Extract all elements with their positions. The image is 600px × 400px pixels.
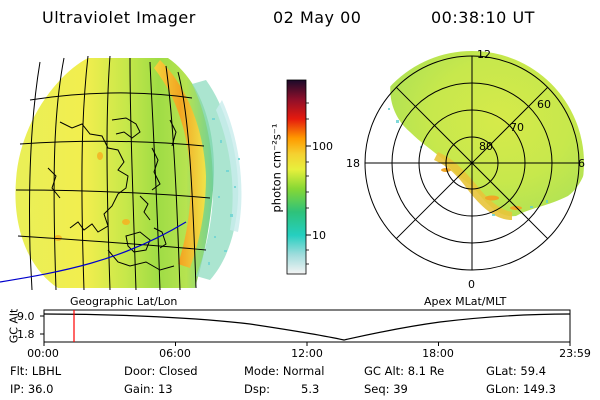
date-label: 02 May 00 — [273, 8, 362, 27]
timeline-ytick-1-8: 1.8 — [17, 328, 35, 341]
mlt-label-0: 0 — [468, 278, 475, 291]
gain-info: Gain: 13 — [124, 382, 173, 396]
oval-edge — [434, 152, 512, 220]
earth-disk — [15, 58, 215, 288]
mlat-label-60: 60 — [537, 98, 551, 111]
geographic-image — [0, 55, 242, 290]
timeline-xtick-1200: 12:00 — [291, 347, 323, 360]
mlat-label-80: 80 — [479, 140, 493, 153]
seq-info: Seq: 39 — [364, 382, 408, 396]
timeline-ytick-9: 9.0 — [17, 310, 35, 323]
timeline-xtick-0600: 06:00 — [159, 347, 191, 360]
timeline-plot — [40, 309, 571, 346]
mode-info: Mode: Normal — [244, 364, 325, 378]
colorbar-scale — [286, 79, 307, 275]
polar-bright-patches — [441, 168, 522, 210]
polar-grid — [364, 55, 580, 271]
timeline-xtick-1800: 18:00 — [422, 347, 454, 360]
filter-info: Flt: LBHL — [10, 364, 62, 378]
parallel-grid — [15, 92, 211, 251]
orbit-track — [0, 221, 187, 283]
dsp-value: 5.3 — [301, 382, 320, 396]
altitude-curve — [43, 313, 571, 341]
auroral-patches — [54, 152, 130, 241]
colorbar-label: photon cm⁻²s⁻¹ — [269, 123, 284, 213]
dayglow-edge — [216, 100, 242, 232]
glon-info: GLon: 149.3 — [486, 382, 556, 396]
mlt-label-6: 6 — [578, 157, 585, 170]
noise-speckle — [208, 118, 240, 265]
left-map-caption: Geographic Lat/Lon — [70, 295, 178, 308]
gc-alt-info: GC Alt: 8.1 Re — [364, 364, 445, 378]
timeline-xtick-2359: 23:59 — [559, 347, 591, 360]
colorbar — [286, 79, 311, 275]
colorbar-tick-100: 100 — [312, 140, 333, 153]
time-label: 00:38:10 UT — [431, 8, 535, 27]
mlt-label-12: 12 — [477, 48, 491, 61]
instrument-title: Ultraviolet Imager — [42, 8, 196, 27]
timeline-xtick-0000: 00:00 — [27, 347, 59, 360]
auroral-oval — [390, 51, 584, 217]
door-info: Door: Closed — [124, 364, 198, 378]
ip-info: IP: 36.0 — [10, 382, 54, 396]
glat-info: GLat: 59.4 — [486, 364, 547, 378]
coastline — [47, 117, 177, 271]
polar-plot — [364, 51, 584, 271]
colorbar-tick-10: 10 — [312, 229, 326, 242]
right-map-caption: Apex MLat/MLT — [424, 295, 507, 308]
dsp-label: Dsp: — [244, 382, 271, 396]
mlat-label-70: 70 — [510, 121, 524, 134]
mlt-label-18: 18 — [346, 157, 360, 170]
